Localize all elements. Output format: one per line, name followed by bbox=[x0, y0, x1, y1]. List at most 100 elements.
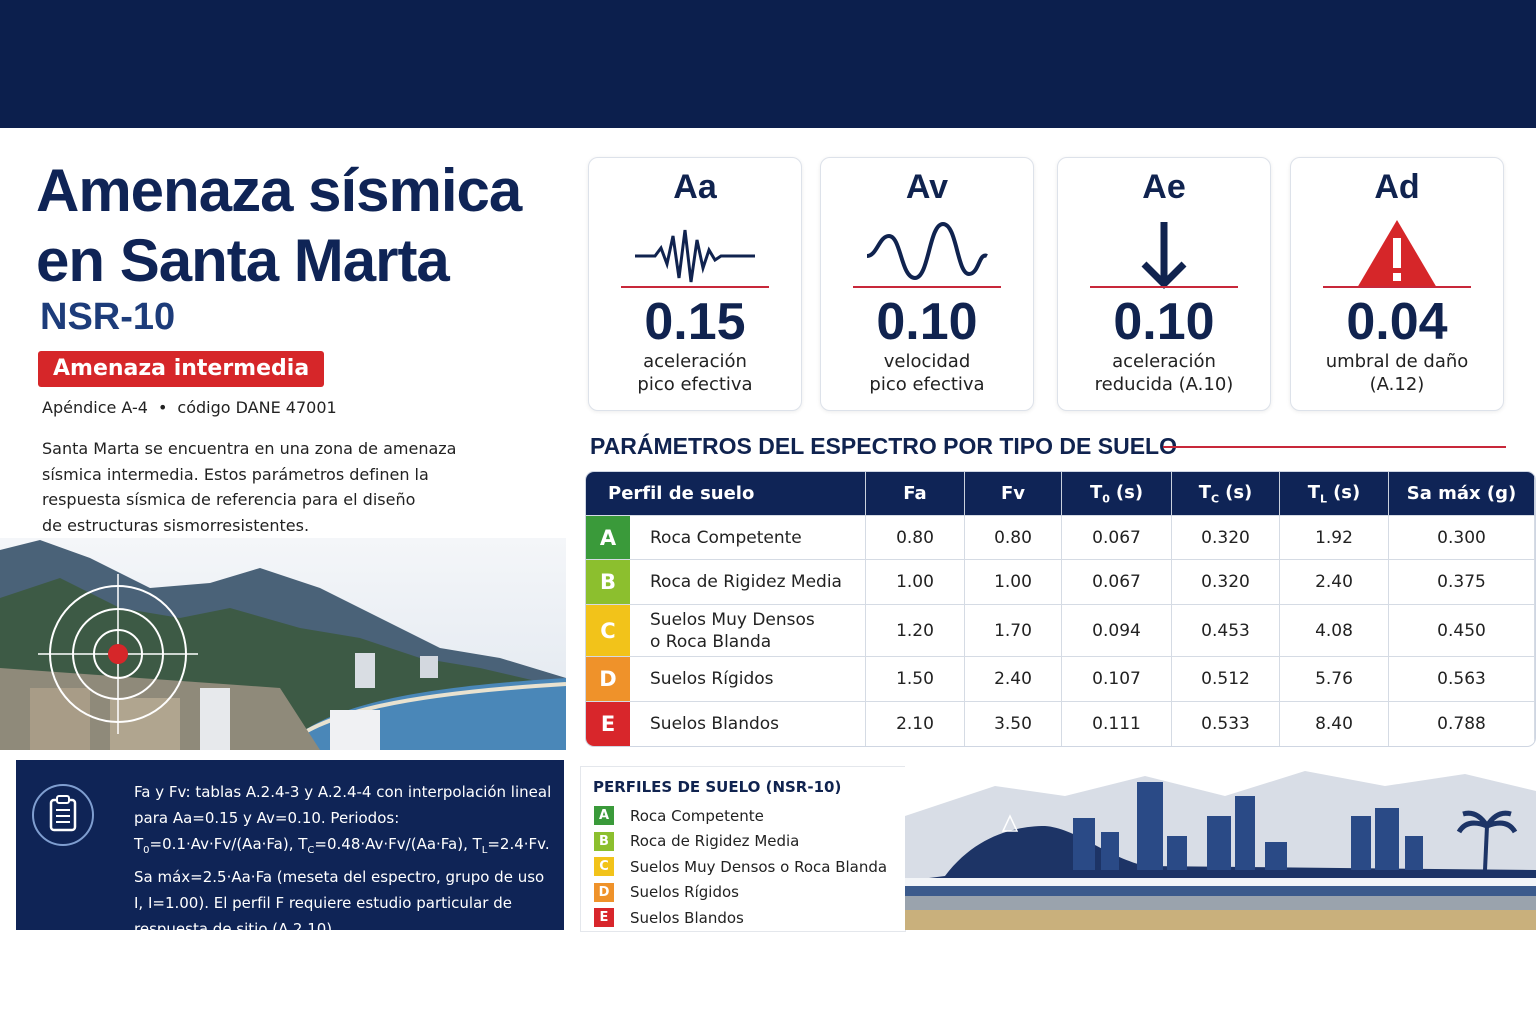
description-line: de estructuras sismorresistentes. bbox=[42, 515, 310, 535]
table-cell: 0.450 bbox=[1388, 604, 1535, 657]
legend-code: D bbox=[594, 882, 614, 902]
clipboard-icon bbox=[32, 784, 94, 846]
parameter-description: aceleración reducida (A.10) bbox=[1058, 350, 1270, 396]
table-cell: 0.094 bbox=[1061, 604, 1172, 657]
table-cell: 0.375 bbox=[1388, 559, 1535, 605]
reference-part: código DANE 47001 bbox=[177, 398, 337, 417]
description-line: Santa Marta se encuentra en una zona de … bbox=[42, 439, 457, 458]
table-cell: 3.50 bbox=[964, 701, 1062, 746]
parameter-value: 0.10 bbox=[876, 293, 978, 351]
column-header: TL (s) bbox=[1279, 472, 1389, 516]
parameter-card: Ad 0.04 umbral de daño (A.12) bbox=[1290, 157, 1504, 411]
table-cell: 1.00 bbox=[865, 559, 965, 605]
column-header: Perfil de suelo bbox=[586, 472, 866, 516]
profile-name: Roca de Rigidez Media bbox=[650, 572, 842, 592]
description-line: pico efectiva bbox=[637, 374, 753, 395]
description: Santa Marta se encuentra en una zona de … bbox=[42, 436, 456, 538]
table-cell: 0.80 bbox=[964, 515, 1062, 560]
column-header: Fv bbox=[964, 472, 1062, 516]
legend-code: C bbox=[594, 857, 614, 876]
table-cell: 0.300 bbox=[1388, 515, 1535, 560]
soil-profile: A Roca Competente bbox=[586, 515, 866, 560]
table-row: D Suelos Rígidos 1.50 2.40 0.107 0.512 5.76 0.5… bbox=[586, 656, 1535, 702]
table-cell: 4.08 bbox=[1279, 604, 1389, 657]
table-cell: 1.50 bbox=[865, 656, 965, 702]
header-unit: (s) bbox=[1225, 481, 1253, 503]
table-cell: 8.40 bbox=[1279, 701, 1389, 746]
note-text: =0.1·Av·Fv/(Aa·Fa), T bbox=[149, 835, 308, 853]
table-cell: 1.92 bbox=[1279, 515, 1389, 560]
legend-item: E Suelos Blandos bbox=[594, 908, 744, 927]
profile-code: B bbox=[586, 560, 630, 604]
table-row: E Suelos Blandos 2.10 3.50 0.111 0.533 8.40 0.7… bbox=[586, 701, 1535, 746]
table-cell: 0.533 bbox=[1171, 701, 1280, 746]
parameter-description: velocidad pico efectiva bbox=[821, 350, 1033, 396]
table-cell: 0.320 bbox=[1171, 559, 1280, 605]
legend-code: A bbox=[594, 806, 614, 825]
table-title: PARÁMETROS DEL ESPECTRO POR TIPO DE SUEL… bbox=[590, 433, 1177, 459]
table-cell: 1.70 bbox=[964, 604, 1062, 657]
description-line: umbral de daño bbox=[1325, 351, 1469, 372]
badge: Amenaza intermedia bbox=[38, 351, 325, 387]
table-body: A Roca Competente 0.80 0.80 0.067 0.320 1.92 0.… bbox=[586, 515, 1535, 746]
table-cell: 0.111 bbox=[1061, 701, 1172, 746]
header-symbol: T bbox=[1307, 481, 1321, 503]
table-cell: 1.20 bbox=[865, 604, 965, 657]
table-cell: 0.107 bbox=[1061, 656, 1172, 702]
profile-code: D bbox=[586, 657, 630, 701]
description-line: aceleración bbox=[643, 351, 747, 372]
legend-title: PERFILES DE SUELO (NSR-10) bbox=[593, 778, 842, 796]
soil-profile: D Suelos Rígidos bbox=[586, 656, 866, 702]
profile-code: A bbox=[586, 516, 630, 559]
top-band bbox=[0, 0, 1536, 128]
parameter-card: Aa 0.15 aceleración pico efectiva bbox=[588, 157, 802, 411]
table-cell: 0.512 bbox=[1171, 656, 1280, 702]
header-unit: (s) bbox=[1115, 481, 1144, 503]
note-subscript: 0 bbox=[143, 845, 150, 856]
header-subscript: L bbox=[1320, 492, 1328, 506]
note-subscript: C bbox=[307, 845, 315, 856]
note-text: Fa y Fv: tablas A.2.4-3 y A.2.4-4 con in… bbox=[134, 783, 552, 853]
parameter-value: 0.15 bbox=[644, 293, 746, 351]
spectrum-table: Perfil de suelo Fa Fv T0 (s) TC (s) TL (s) Sa máx… bbox=[586, 472, 1535, 746]
title-line: Amenaza sísmica bbox=[36, 157, 522, 224]
note-box bbox=[16, 760, 564, 930]
reference-separator: • bbox=[157, 398, 168, 417]
table-cell: 0.067 bbox=[1061, 515, 1172, 560]
header-row: Perfil de suelo Fa Fv T0 (s) TC (s) TL (s) Sa máx… bbox=[586, 472, 1535, 516]
parameter-icon bbox=[866, 221, 988, 281]
parameter-card: Av 0.10 velocidad pico efectiva bbox=[820, 157, 1034, 411]
column-header: T0 (s) bbox=[1061, 472, 1172, 516]
table-row: B Roca de Rigidez Media 1.00 1.00 0.067 0.320… bbox=[586, 559, 1535, 605]
parameter-card: Ae 0.10 aceleración reducida (A.10) bbox=[1057, 157, 1271, 411]
parameter-icon bbox=[1141, 222, 1187, 289]
legend-item: B Roca de Rigidez Media bbox=[594, 831, 799, 851]
table-cell: 2.40 bbox=[964, 656, 1062, 702]
divider bbox=[853, 286, 1001, 288]
code: NSR-10 bbox=[40, 296, 176, 338]
soil-profile: B Roca de Rigidez Media bbox=[586, 559, 866, 605]
parameter-description: umbral de daño (A.12) bbox=[1291, 350, 1503, 396]
table-cell: 1.00 bbox=[964, 559, 1062, 605]
table-cell: 2.40 bbox=[1279, 559, 1389, 605]
profile-name: Suelos Rígidos bbox=[650, 669, 774, 689]
legend-box bbox=[580, 766, 906, 932]
table-cell: 0.80 bbox=[865, 515, 965, 560]
table-cell: 2.10 bbox=[865, 701, 965, 746]
divider bbox=[1323, 286, 1471, 288]
title-line: en Santa Marta bbox=[36, 227, 450, 294]
parameter-icon bbox=[635, 229, 755, 283]
parameter-symbol: Aa bbox=[673, 168, 717, 206]
profile-name: o Roca Blanda bbox=[650, 631, 772, 652]
description-line: reducida (A.10) bbox=[1094, 374, 1234, 395]
title-rule bbox=[1163, 446, 1506, 448]
profile-name: Suelos Muy Densos bbox=[650, 609, 815, 630]
table-cell: 5.76 bbox=[1279, 656, 1389, 702]
divider bbox=[621, 286, 769, 288]
table-cell: 0.320 bbox=[1171, 515, 1280, 560]
legend-label: Suelos Rígidos bbox=[630, 883, 739, 901]
legend-item: A Roca Competente bbox=[594, 806, 764, 825]
parameter-symbol: Ae bbox=[1142, 168, 1186, 206]
parameter-value: 0.10 bbox=[1113, 293, 1215, 351]
